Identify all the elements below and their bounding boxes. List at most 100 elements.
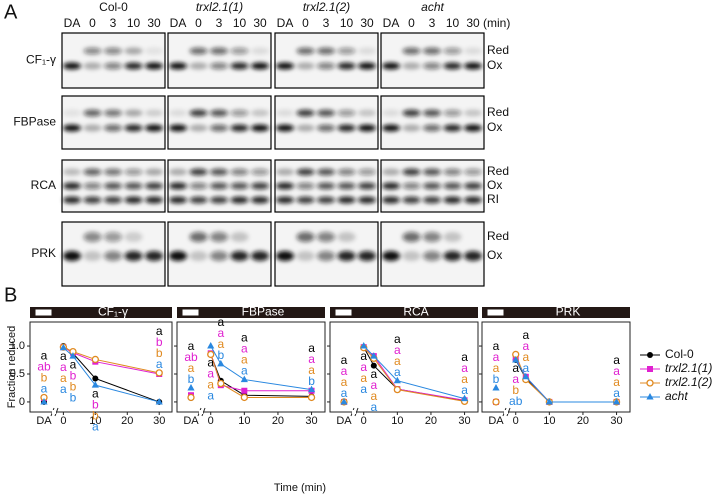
band [210, 251, 228, 261]
band [402, 109, 421, 117]
band [317, 251, 335, 261]
band [83, 168, 102, 176]
band [251, 232, 269, 242]
bands [382, 168, 482, 204]
marker [241, 387, 248, 394]
marker [307, 385, 316, 393]
y-axis-label: Fraction reduced [6, 326, 18, 409]
series-line [210, 345, 312, 391]
band [145, 182, 163, 190]
significance-letter: b [493, 372, 500, 386]
band [443, 182, 462, 190]
band [317, 124, 335, 132]
x-tick-label: 0 [60, 415, 66, 427]
band [443, 124, 462, 132]
genotype-label: acht [421, 0, 444, 14]
significance-letter: a [156, 357, 163, 371]
series-line [363, 345, 465, 400]
legend-marker [647, 366, 653, 372]
marker [91, 381, 99, 388]
significance-letter: a [41, 349, 48, 363]
x-tick-label: 30 [305, 415, 317, 427]
band [169, 124, 187, 132]
band [276, 48, 294, 55]
band [464, 251, 482, 261]
band [230, 168, 249, 176]
chart-title: RCA [403, 305, 428, 319]
x-tick-label: 10 [89, 415, 101, 427]
band [382, 124, 400, 132]
lane-label: DA [383, 16, 400, 30]
significance-letter: a [207, 389, 214, 403]
band [124, 62, 143, 70]
significance-letter: ab [37, 360, 51, 374]
band [210, 62, 228, 70]
series-line [515, 354, 617, 403]
band [169, 251, 187, 261]
significance-letter: a [522, 328, 529, 342]
band [276, 62, 294, 70]
band [230, 196, 249, 204]
band [251, 196, 269, 204]
band [296, 109, 315, 117]
band [210, 47, 228, 55]
band [382, 168, 400, 176]
bands [63, 109, 163, 132]
band [382, 62, 400, 70]
band [251, 251, 269, 261]
significance-letter: a [207, 367, 214, 381]
band [145, 109, 163, 117]
series-line [63, 346, 160, 375]
lane-label: 0 [408, 16, 415, 30]
band [382, 251, 400, 261]
marker [69, 352, 77, 359]
significance-letter: a [613, 375, 620, 389]
band [124, 196, 143, 204]
significance-letter: a [370, 389, 377, 403]
marker [207, 342, 215, 349]
genotype-label: Col-0 [99, 0, 128, 14]
significance-letter: b [512, 383, 519, 397]
bands [276, 168, 376, 204]
break-gap [352, 410, 356, 414]
significance-letter: a [207, 378, 214, 392]
band [443, 232, 462, 242]
band [145, 62, 163, 70]
x-tick-label: 30 [153, 415, 165, 427]
plot-frame [329, 321, 479, 413]
band [63, 168, 81, 176]
marker [207, 350, 215, 359]
band [83, 47, 102, 55]
blot [61, 159, 166, 213]
significance-letter: a [241, 364, 248, 378]
band [296, 196, 315, 204]
significance-letter: b [188, 372, 195, 386]
significance-letter: a [70, 357, 77, 371]
panel-label: A [4, 1, 18, 23]
x-axis-label: Time (min) [274, 482, 326, 494]
band [337, 168, 356, 176]
blot [274, 221, 379, 287]
band [402, 168, 421, 176]
band [317, 182, 335, 190]
band [358, 232, 376, 242]
marker [393, 376, 401, 384]
marker [492, 398, 500, 406]
band [83, 124, 102, 132]
significance-letter: a [461, 350, 468, 364]
series-line [210, 354, 312, 397]
significance-letter: a [360, 360, 367, 374]
significance-letter: b [156, 346, 163, 360]
band [296, 251, 315, 261]
band [169, 196, 187, 204]
band [443, 196, 462, 204]
lane-label: 0 [89, 16, 96, 30]
band [358, 168, 376, 176]
significance-letter: a [41, 382, 48, 396]
band [464, 168, 482, 176]
band [402, 182, 421, 190]
band [358, 182, 376, 190]
band [169, 109, 187, 117]
significance-letter: a [461, 361, 468, 375]
